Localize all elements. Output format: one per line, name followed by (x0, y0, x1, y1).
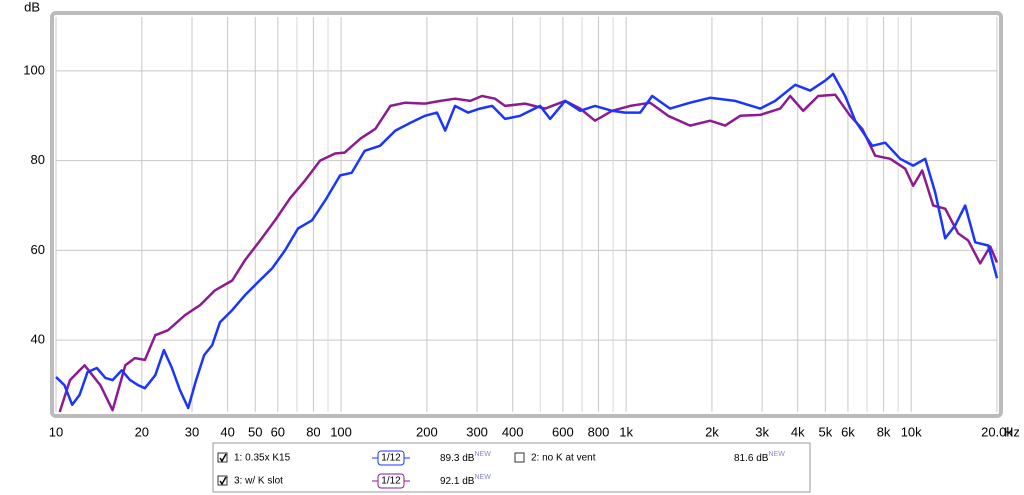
legend-label: 2: no K at vent (531, 453, 596, 464)
x-tick-label: 8k (877, 424, 891, 439)
legend-checkbox[interactable] (217, 475, 228, 486)
x-tick-label: 5k (819, 424, 833, 439)
level-value: 92.1 dB (440, 476, 475, 487)
checkmark (219, 476, 227, 486)
x-tick-label: 400 (502, 424, 524, 439)
x-tick-label: 80 (306, 424, 320, 439)
legend-label: 3: w/ K slot (234, 476, 283, 487)
y-tick-label: 60 (31, 242, 45, 257)
x-tick-label: 4k (791, 424, 805, 439)
y-tick-label: 100 (23, 62, 45, 77)
x-tick-label: 40 (220, 424, 234, 439)
y-tick-label: 40 (31, 332, 45, 347)
x-axis-label: Hz (1004, 424, 1020, 439)
level-value: 81.6 dB (734, 453, 769, 464)
smoothing-box (377, 473, 405, 489)
legend-level: 81.6 dBNEW (734, 451, 785, 464)
level-value: 89.3 dB (440, 453, 475, 464)
x-tick-label: 10 (49, 424, 63, 439)
series-line (58, 93, 999, 413)
x-tick-label: 3k (755, 424, 769, 439)
legend-entry[interactable]: 1: 0.35x K15 1/12 89.3 dBNEW (217, 450, 491, 466)
level-badge: NEW (768, 451, 785, 458)
x-tick-label: 800 (588, 424, 610, 439)
x-tick-label: 100 (330, 424, 352, 439)
checkmark (219, 453, 227, 463)
x-tick-label: 1k (619, 424, 633, 439)
x-tick-label: 300 (466, 424, 488, 439)
legend-level: 92.1 dBNEW (440, 474, 491, 487)
legend-checkbox[interactable] (217, 452, 228, 463)
legend-label: 1: 0.35x K15 (234, 453, 291, 464)
x-tick-label: 30 (185, 424, 199, 439)
x-tick-label: 200 (416, 424, 438, 439)
legend-entry[interactable]: 2: no K at vent 81.6 dBNEW (514, 451, 785, 464)
x-tick-label: 2k (705, 424, 719, 439)
plot-frame (50, 11, 1003, 418)
legend-entry[interactable]: 3: w/ K slot 1/12 92.1 dBNEW (217, 473, 491, 489)
x-tick-label: 20.0k (981, 424, 1013, 439)
legend-checkbox[interactable] (514, 452, 525, 463)
x-tick-label: 10k (901, 424, 922, 439)
smoothing-box (377, 450, 405, 466)
level-badge: NEW (474, 474, 491, 481)
x-tick-label: 20 (135, 424, 149, 439)
x-tick-label: 50 (248, 424, 262, 439)
legend (212, 442, 811, 493)
y-axis-label: dB (24, 0, 40, 14)
legend-level: 89.3 dBNEW (440, 451, 491, 464)
series-line (55, 72, 999, 410)
x-tick-label: 6k (841, 424, 855, 439)
smoothing-label: 1/12 (381, 476, 401, 487)
x-tick-label: 600 (552, 424, 574, 439)
y-tick-label: 80 (31, 152, 45, 167)
smoothing-label: 1/12 (381, 453, 401, 464)
x-tick-label: 60 (271, 424, 285, 439)
level-badge: NEW (474, 451, 491, 458)
